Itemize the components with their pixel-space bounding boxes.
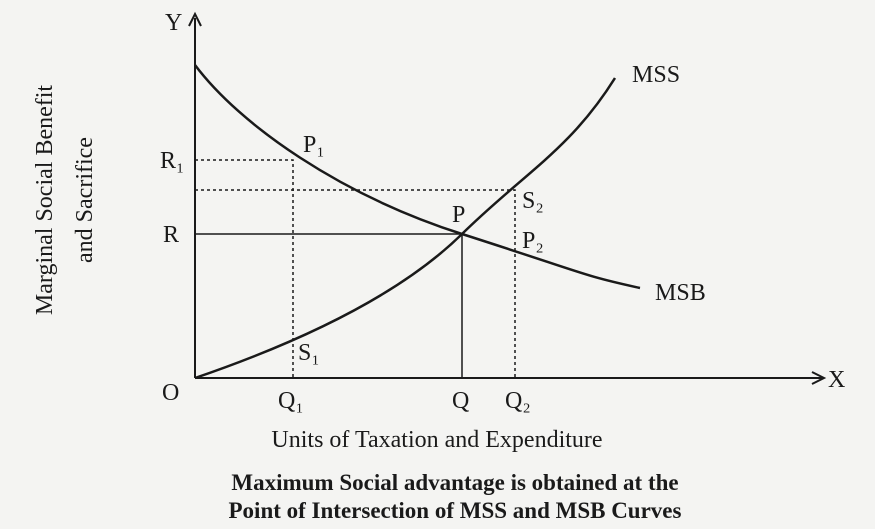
y-level-label: R₁ (160, 148, 184, 174)
y-level-label: R (163, 222, 179, 248)
x-axis-letter: X (828, 367, 845, 393)
x-axis-label: Units of Taxation and Expenditure (271, 427, 602, 453)
x-level-label: Q₂ (505, 388, 531, 414)
msb-label: MSB (655, 280, 706, 306)
x-level-label: Q (452, 388, 469, 414)
caption: Point of Intersection of MSS and MSB Cur… (229, 498, 682, 523)
guide-r1-q1 (195, 159, 294, 378)
y-axis-label: and Sacrifice (72, 137, 98, 263)
y-arrow (188, 11, 202, 27)
origin-label: O (162, 380, 179, 406)
msb-curve (194, 64, 641, 290)
point-label: S₁ (298, 340, 320, 366)
guide-s2-q2 (195, 189, 516, 378)
mss-label: MSS (632, 62, 680, 88)
point-label: P₁ (303, 132, 325, 158)
x-level-label: Q₁ (278, 388, 304, 414)
point-label: P₂ (522, 228, 544, 254)
x-arrow (811, 371, 827, 385)
point-label: P (452, 202, 465, 228)
y-axis-label: Marginal Social Benefit (32, 85, 58, 316)
y-axis-letter: Y (165, 10, 182, 36)
point-label: S₂ (522, 188, 544, 214)
caption: Maximum Social advantage is obtained at … (231, 470, 678, 495)
mss-curve (194, 77, 617, 380)
